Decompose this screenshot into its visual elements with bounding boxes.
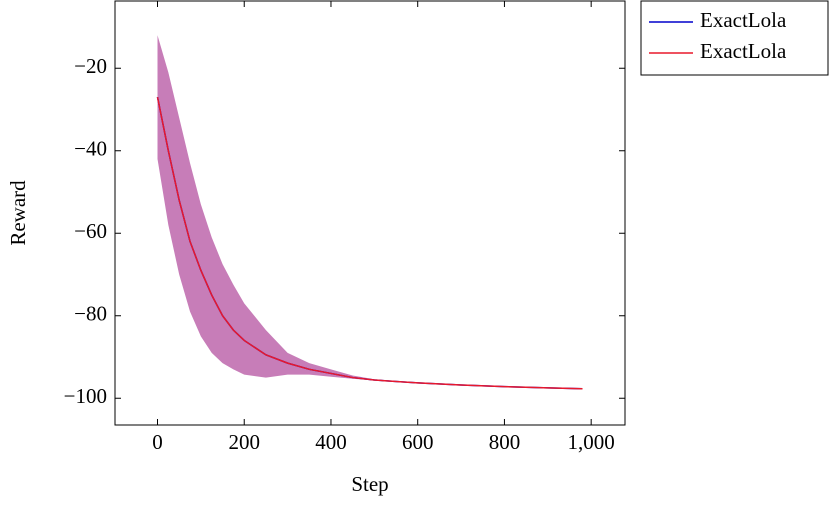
plot-frame xyxy=(114,0,626,426)
y-tick-label: −40 xyxy=(74,137,107,161)
x-tick-label: 1,000 xyxy=(568,430,615,454)
x-tick-label: 400 xyxy=(315,430,347,454)
x-tick-label: 600 xyxy=(402,430,434,454)
x-tick-label: 800 xyxy=(489,430,521,454)
x-tick-label: 0 xyxy=(152,430,163,454)
x-axis-label: Step xyxy=(351,472,388,496)
y-tick-label: −100 xyxy=(64,384,107,408)
legend-box xyxy=(640,0,829,76)
error-band xyxy=(157,35,583,389)
y-tick-label: −60 xyxy=(74,219,107,243)
legend-label: ExactLola xyxy=(700,8,787,32)
y-tick-label: −20 xyxy=(74,54,107,78)
x-tick-label: 200 xyxy=(228,430,260,454)
legend-label: ExactLola xyxy=(700,39,787,63)
y-tick-label: −80 xyxy=(74,302,107,326)
y-axis-label: Reward xyxy=(6,180,30,246)
series-line xyxy=(156,96,583,390)
